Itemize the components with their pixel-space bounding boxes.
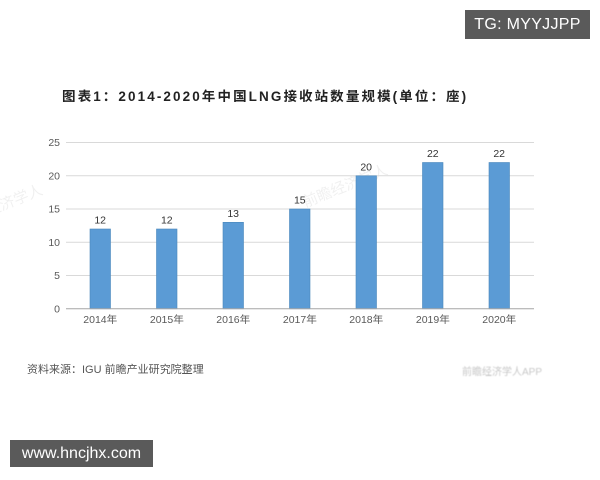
svg-text:2019年: 2019年 [416, 314, 450, 326]
svg-text:13: 13 [227, 208, 239, 220]
svg-text:15: 15 [294, 195, 306, 207]
svg-text:10: 10 [48, 237, 60, 249]
svg-text:20: 20 [48, 170, 60, 182]
svg-text:5: 5 [54, 270, 60, 282]
svg-text:12: 12 [94, 215, 106, 227]
svg-text:20: 20 [360, 161, 372, 173]
svg-text:2014年: 2014年 [83, 314, 117, 326]
svg-text:2017年: 2017年 [283, 314, 317, 326]
svg-text:22: 22 [493, 148, 505, 160]
svg-text:2016年: 2016年 [216, 314, 250, 326]
svg-text:15: 15 [48, 204, 60, 216]
svg-text:22: 22 [427, 148, 439, 160]
svg-text:0: 0 [54, 303, 60, 315]
svg-text:2015年: 2015年 [150, 314, 184, 326]
svg-text:12: 12 [161, 215, 173, 227]
svg-text:2018年: 2018年 [349, 314, 383, 326]
svg-text:25: 25 [48, 137, 60, 149]
svg-text:2020年: 2020年 [482, 314, 516, 326]
